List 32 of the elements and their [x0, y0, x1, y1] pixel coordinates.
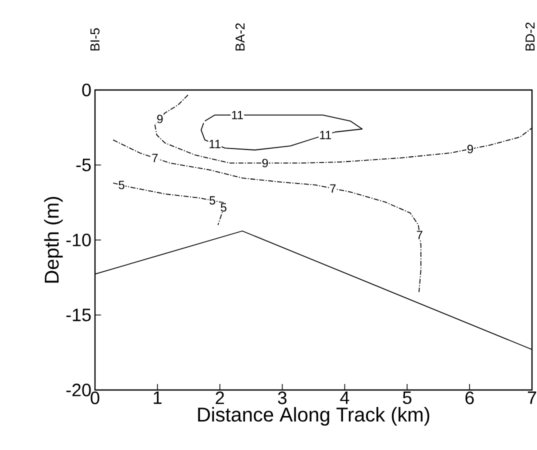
text: 5 [220, 203, 226, 212]
series-label: 11 [232, 110, 243, 120]
text: 11 [320, 130, 331, 140]
y-tick-label: -20 [66, 384, 91, 396]
series-label: 9 [467, 144, 473, 154]
text: BA-2 [235, 23, 245, 50]
text: 9 [157, 114, 163, 124]
y-axis-title: Depth (m) [44, 196, 63, 283]
text: 5 [118, 180, 124, 190]
line-series [112, 140, 422, 292]
x-tick-label: 7 [528, 392, 536, 404]
y-tick-label: 0 [82, 84, 91, 96]
x-tick-label: 6 [465, 392, 474, 404]
y-tick-label: -10 [66, 234, 91, 246]
x-axis-title: Distance Along Track (km) [198, 407, 430, 426]
y-tick-label: -5 [76, 158, 91, 172]
text: BD-2 [525, 22, 535, 50]
y-tick-label: -15 [66, 308, 91, 322]
x-tick-label: 1 [154, 392, 162, 404]
x-tick-label: 0 [90, 392, 100, 404]
x-tick-label: 4 [340, 392, 350, 404]
x-tick-label: 2 [216, 392, 224, 404]
text: 7 [152, 154, 158, 162]
text: 11 [210, 140, 220, 148]
series-label: 7 [330, 184, 336, 193]
text: 7 [416, 230, 422, 240]
text: 9 [262, 158, 268, 168]
line-series [112, 182, 226, 226]
series-label: 5 [210, 196, 216, 205]
x-tick-label: 5 [402, 392, 412, 404]
text: BI-5 [90, 28, 100, 50]
x-tick-label: 3 [278, 392, 286, 404]
